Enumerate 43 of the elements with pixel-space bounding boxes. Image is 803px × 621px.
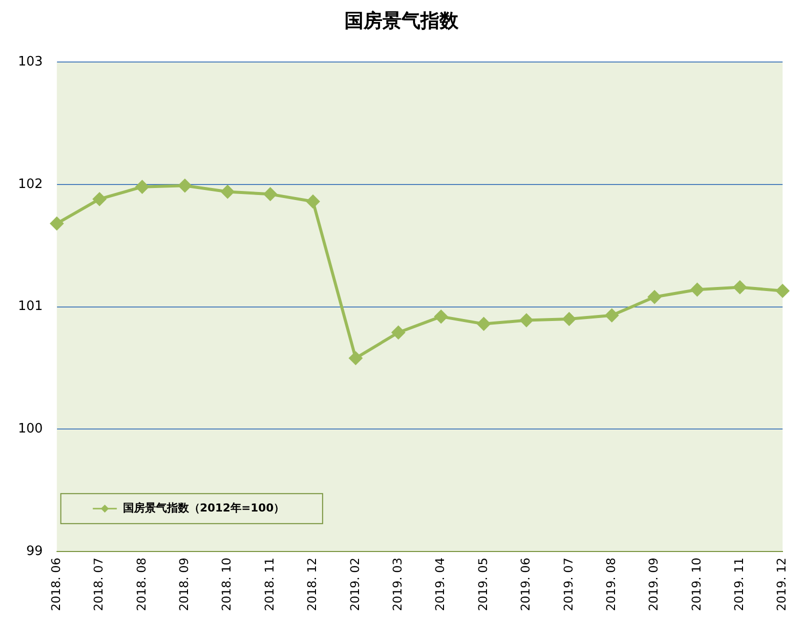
x-tick-label: 2018. 11 [262,558,276,611]
x-tick-label: 2019. 08 [604,558,618,611]
x-tick-label: 2018. 06 [48,558,63,611]
point [392,326,405,339]
point [477,317,490,330]
x-tick-label: 2019. 04 [433,558,448,611]
point [776,284,790,298]
x-tick-label: 2019. 09 [646,558,661,611]
point [264,188,277,201]
point [562,312,576,326]
x-tick-label: 2018. 09 [177,558,192,611]
x-tick-label: 2019. 03 [390,558,404,611]
point [221,185,234,198]
point [50,217,64,230]
x-tick-label: 2019. 06 [518,558,533,611]
x-tick-label: 2019. 11 [732,558,746,611]
x-tick-label: 2019. 10 [689,558,704,611]
y-tick-label: 101 [18,299,43,314]
legend-label: 国房景气指数（2012年=100） [122,501,285,514]
y-tick-label: 99 [26,544,43,559]
x-tick-label: 2019. 07 [561,558,576,611]
point [349,352,362,365]
y-tick-label: 100 [18,422,43,437]
x-tick-label: 2018. 07 [92,558,106,611]
x-tick-label: 2018. 12 [305,558,320,611]
y-tick-label: 102 [18,176,43,192]
x-tick-label: 2018. 10 [220,558,234,611]
chart-title: 国房景气指数 [344,9,460,34]
point [733,280,746,294]
point [136,180,149,194]
point [306,195,320,208]
point [520,314,533,327]
point [434,310,448,324]
x-tick-label: 2019. 02 [348,558,362,611]
point [690,283,704,296]
point [648,290,662,304]
x-tick-label: 2019. 05 [476,558,490,611]
x-tick-label: 2018. 08 [134,558,148,611]
y-tick-label: 103 [18,54,43,70]
point [605,308,618,322]
x-tick-label: 2019. 12 [774,558,789,611]
point [93,192,106,206]
point [178,179,192,192]
